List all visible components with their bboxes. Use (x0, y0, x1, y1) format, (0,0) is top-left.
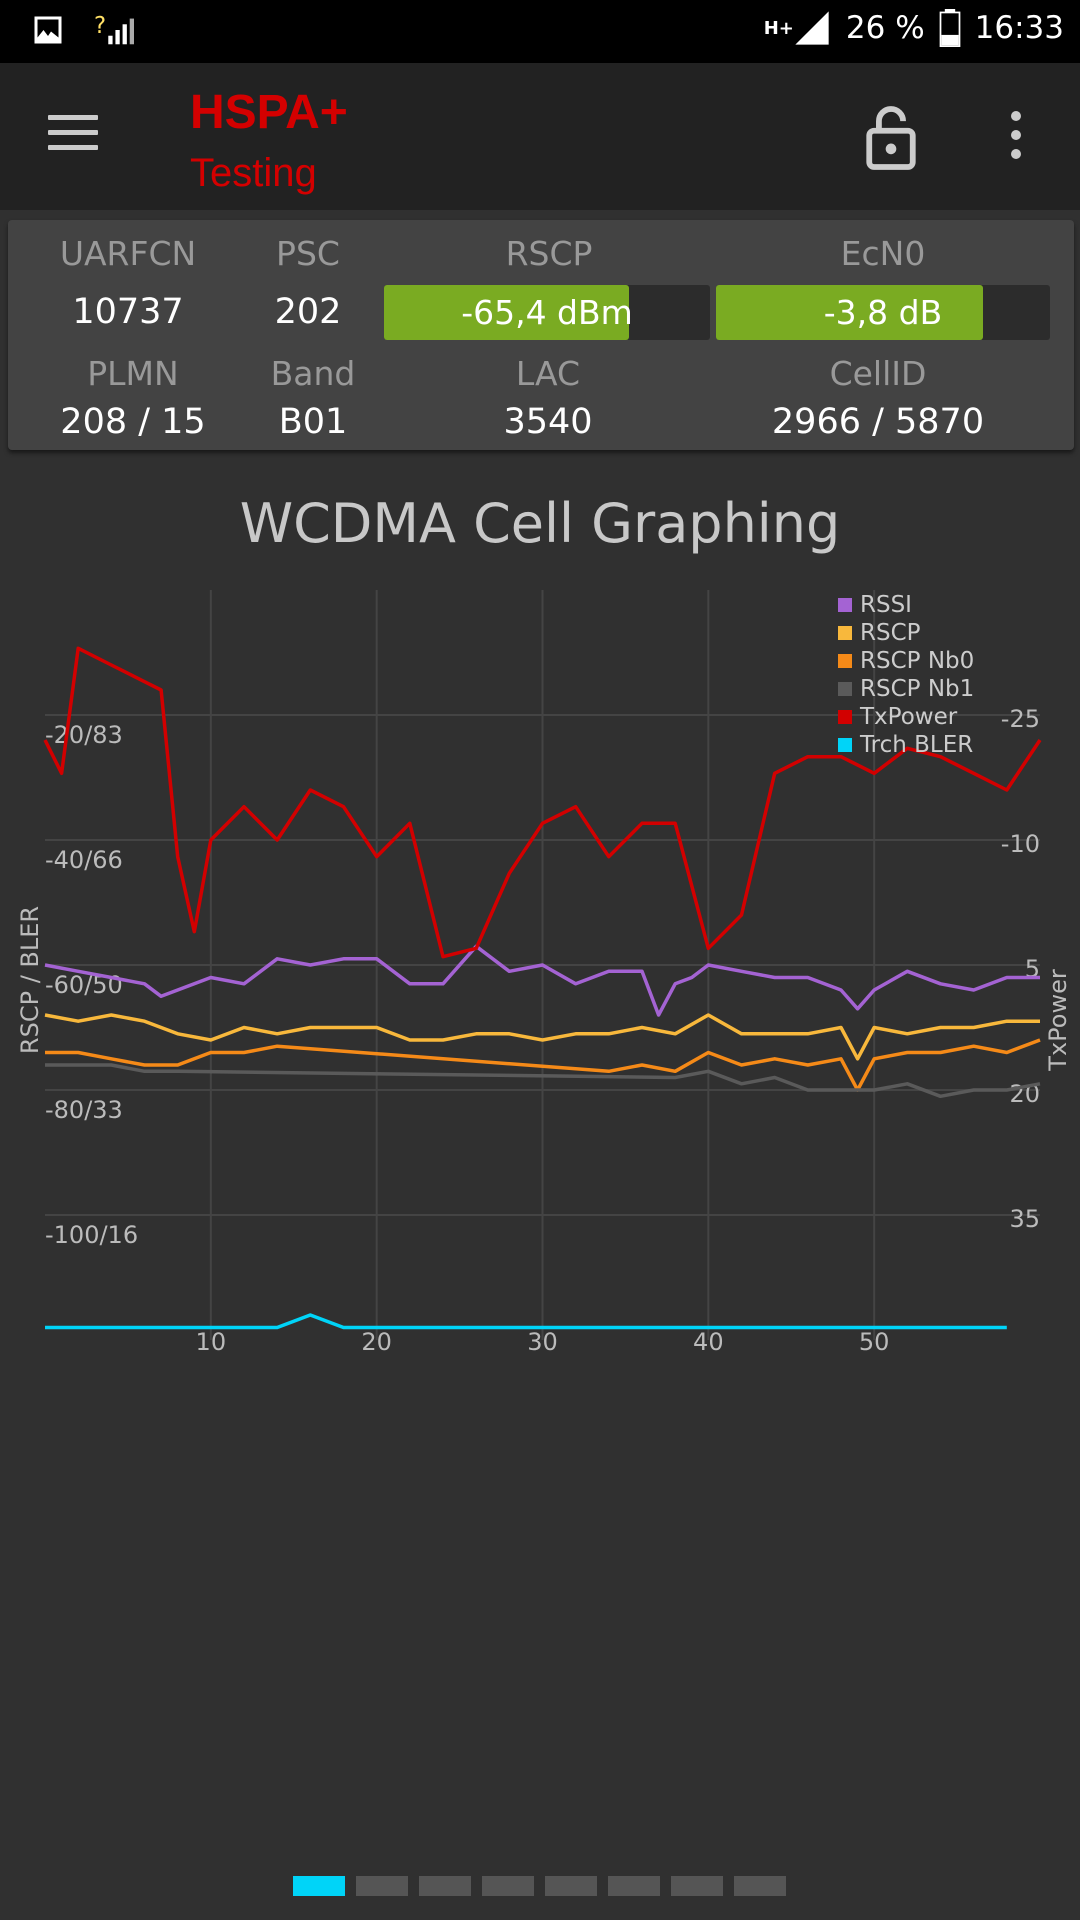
page-dot[interactable] (671, 1876, 723, 1896)
dot-icon (1011, 149, 1021, 159)
legend-label: RSCP (860, 620, 921, 646)
x-tick-label: 50 (859, 1328, 890, 1356)
legend-swatch (838, 626, 852, 640)
left-tick-label: -100/16 (45, 1221, 138, 1249)
rscp-label: RSCP (505, 234, 593, 273)
more-options-button[interactable] (1000, 111, 1032, 171)
app-toolbar: HSPA+ Testing (0, 63, 1080, 210)
battery-percent: 26 % (845, 10, 925, 46)
battery-icon (939, 9, 961, 47)
cellid-value: 2966 / 5870 (771, 402, 985, 442)
page-dot[interactable] (608, 1876, 660, 1896)
lac-value: 3540 (503, 402, 593, 442)
page-dot[interactable] (293, 1876, 345, 1896)
uarfcn-label: UARFCN (59, 234, 197, 273)
page-dot[interactable] (356, 1876, 408, 1896)
right-tick-label: 35 (1009, 1205, 1040, 1233)
legend-label: RSCP Nb1 (860, 676, 974, 702)
legend-label: TxPower (859, 704, 958, 730)
legend-swatch (838, 710, 852, 724)
page-dot[interactable] (734, 1876, 786, 1896)
series-line-rssi (44, 944, 1040, 1017)
legend-swatch (838, 682, 852, 696)
network-type: H+ (763, 17, 794, 39)
menu-icon-bar (48, 145, 98, 150)
rscp-meter: -65,4 dBm (384, 285, 710, 340)
cellid-label: CellID (829, 354, 927, 393)
app-title: HSPA+ (190, 86, 348, 139)
psc-value: 202 (274, 292, 342, 332)
legend-swatch (838, 598, 852, 612)
rscp-meter-fill (384, 285, 629, 340)
x-tick-label: 10 (196, 1328, 227, 1356)
x-tick-label: 40 (693, 1328, 724, 1356)
left-tick-label: -80/33 (45, 1096, 123, 1124)
series-line-rscp-nb0 (45, 1038, 1041, 1092)
left-tick-label: -20/83 (45, 721, 123, 749)
chart-title: WCDMA Cell Graphing (239, 492, 841, 555)
legend-label: RSCP Nb0 (860, 648, 974, 674)
series-line-trch-bler (45, 1313, 1007, 1330)
series-line-rscp (44, 1013, 1040, 1061)
svg-text:?: ? (94, 13, 106, 39)
series-line-rscp-nb1 (45, 1063, 1041, 1099)
rscp-value: -65,4 dBm (461, 293, 633, 332)
right-tick-label: -25 (1001, 705, 1040, 733)
page-indicator (293, 1876, 786, 1896)
dot-icon (1011, 130, 1021, 140)
page-dot[interactable] (419, 1876, 471, 1896)
band-label: Band (270, 354, 356, 393)
ecn0-label: EcN0 (840, 234, 926, 273)
signal-chart: -20/83-40/66-60/50-80/33-100/16-25-10520… (16, 590, 1072, 1356)
ecn0-value: -3,8 dB (823, 293, 943, 332)
signal-strength-icon (795, 11, 829, 45)
page-dot[interactable] (545, 1876, 597, 1896)
legend-swatch (838, 738, 852, 752)
plmn-label: PLMN (87, 354, 179, 393)
left-tick-label: -40/66 (45, 846, 123, 874)
legend-swatch (838, 654, 852, 668)
page-dot[interactable] (482, 1876, 534, 1896)
plmn-value: 208 / 15 (60, 402, 206, 442)
cell-info-panel: UARFCN PSC RSCP EcN0 10737 202 -65,4 dBm… (8, 220, 1074, 450)
signal-icon: ? (94, 13, 134, 45)
lac-label: LAC (515, 354, 581, 393)
menu-button[interactable] (48, 115, 98, 155)
image-icon (34, 16, 62, 44)
app-subtitle: Testing (190, 151, 317, 195)
x-tick-label: 30 (527, 1328, 558, 1356)
menu-icon-bar (48, 130, 98, 135)
status-bar: ? H+ 26 % 16:33 (0, 0, 1080, 63)
legend-label: Trch BLER (859, 732, 973, 758)
series-line-txpower (43, 646, 1042, 959)
x-tick-label: 20 (361, 1328, 392, 1356)
right-tick-label: -10 (1001, 830, 1040, 858)
lock-icon[interactable] (862, 103, 920, 173)
legend-label: RSSI (860, 592, 912, 618)
band-value: B01 (278, 402, 348, 442)
clock: 16:33 (974, 10, 1064, 46)
y-axis-label: RSCP / BLER (16, 906, 44, 1054)
y2-axis-label: TxPower (1044, 969, 1072, 1072)
psc-label: PSC (276, 234, 340, 273)
dot-icon (1011, 111, 1021, 121)
menu-icon-bar (48, 115, 98, 120)
uarfcn-value: 10737 (72, 292, 184, 332)
left-tick-label: -60/50 (45, 971, 123, 999)
ecn0-meter-fill (716, 285, 984, 340)
ecn0-meter: -3,8 dB (716, 285, 1050, 340)
